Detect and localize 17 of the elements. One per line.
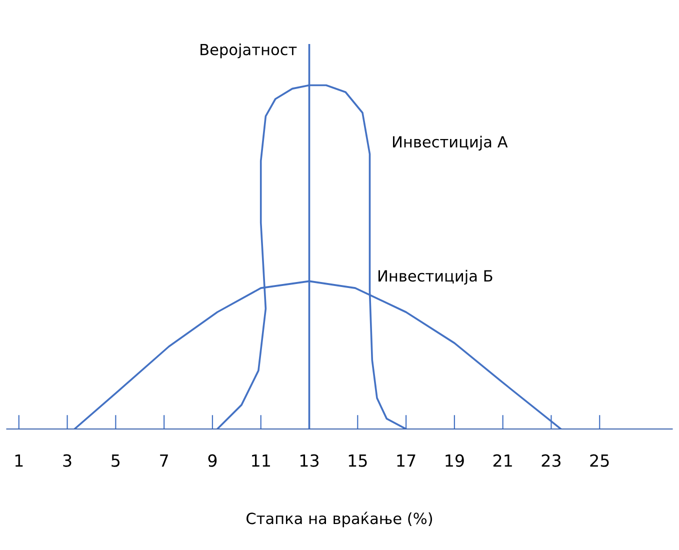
series-label: Инвестиција Б (378, 270, 492, 285)
x-tick-label: 9 (208, 454, 217, 467)
x-tick-label: 3 (63, 454, 72, 467)
x-tick-label: 7 (160, 454, 168, 467)
x-tick-label: 13 (300, 454, 319, 467)
x-tick-label: 21 (493, 454, 512, 467)
x-tick-label: 25 (590, 454, 609, 467)
x-axis-title: Стапка на враќање (%) (246, 512, 432, 528)
x-tick-label: 19 (446, 454, 464, 467)
x-tick-label: 11 (252, 454, 270, 467)
x-tick-label: 17 (397, 454, 416, 467)
y-axis-title: Веројатност (200, 43, 297, 58)
series-label: Инвестиција А (393, 136, 508, 151)
x-tick-label: 15 (348, 454, 367, 467)
x-tick-label: 1 (15, 454, 23, 467)
x-tick-label: 5 (112, 454, 120, 467)
x-tick-label: 23 (542, 454, 560, 467)
